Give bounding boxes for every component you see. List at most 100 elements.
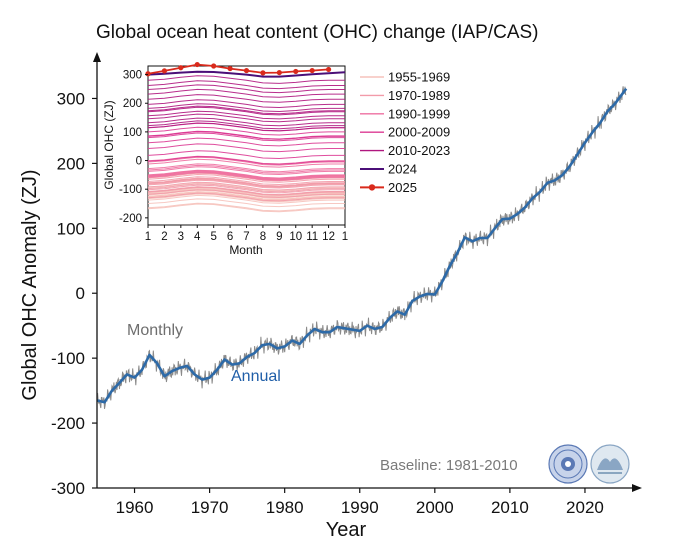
inset-2025-point <box>194 61 200 68</box>
inset-x-tick-label: 7 <box>243 231 249 243</box>
chart-title: Global ocean heat content (OHC) change (… <box>96 22 539 43</box>
inset-x-tick-label: 2 <box>161 231 167 243</box>
inset-year-line <box>147 179 345 189</box>
inset-year-line <box>147 88 345 98</box>
inset-year-line <box>147 166 345 176</box>
inset-year-line <box>147 130 345 140</box>
y-tick-label: -100 <box>51 349 85 368</box>
inset-2025-point <box>325 66 332 73</box>
inset-year-line <box>147 186 345 196</box>
inset-year-line <box>147 122 345 132</box>
inset-year-line <box>147 110 345 120</box>
inset-2025-point <box>276 69 282 76</box>
x-tick-label: 2000 <box>416 498 454 517</box>
inset-year-line <box>147 198 345 208</box>
main-axis-ticks: 1960 1970 1980 1990 2000 2010 2020-300-200-100… <box>51 89 604 517</box>
inset-x-tick-label: 3 <box>178 231 184 243</box>
x-axis-arrow <box>632 484 642 492</box>
inset-year-line <box>147 137 345 147</box>
inset-x-tick-label: 12 <box>322 231 335 243</box>
inset-year-line <box>147 170 345 180</box>
inset-y-tick-label: -200 <box>119 213 142 225</box>
cas-logo <box>548 444 588 484</box>
inset-legend: 1955-1969 1970-1989 1990-1999 2000-2009 2010… <box>360 70 450 195</box>
inset-x-tick-label: 11 <box>306 231 318 243</box>
inset-year-line <box>147 113 345 123</box>
inset-x-tick-label: 1 <box>145 231 151 243</box>
inset-2025-point <box>211 63 217 69</box>
y-tick-label: 200 <box>57 154 85 173</box>
inset-2025-point <box>145 71 151 77</box>
x-tick-label: 2010 <box>491 498 529 517</box>
inset-year-line <box>147 184 345 194</box>
y-tick-label: 100 <box>57 219 85 238</box>
inset-year-line <box>147 158 345 168</box>
inset-year-line <box>147 173 345 183</box>
y-tick-label: -300 <box>51 479 85 498</box>
inset-year-line <box>147 181 345 191</box>
inset-x-tick-label: 5 <box>210 231 216 243</box>
inset-year-line <box>147 106 345 116</box>
inset-year-line <box>147 171 345 181</box>
inset-year-line <box>147 163 345 173</box>
inset-x-tick-label: 10 <box>289 231 302 243</box>
inset-y-tick-label: 0 <box>136 156 142 168</box>
iap-logo <box>590 444 630 484</box>
inset-2025-point <box>227 65 233 72</box>
x-tick-label: 1990 <box>341 498 379 517</box>
inset-year-line <box>147 164 345 174</box>
inset-2025-point <box>293 68 299 75</box>
inset-year-line <box>147 186 345 196</box>
inset-x-tick-label: 1 <box>342 231 348 243</box>
inset-year-line <box>147 178 345 188</box>
inset-y-tick-label: 100 <box>123 127 142 139</box>
inset-x-tick-label: 8 <box>260 231 266 243</box>
inset-2025-point <box>178 65 184 71</box>
monthly-annotation: Monthly <box>127 322 183 339</box>
inset-year-line <box>147 191 345 200</box>
inset-2024-line <box>147 70 346 78</box>
inset-x-label: Month <box>229 243 262 257</box>
inset-year-line <box>147 155 345 165</box>
x-axis-label: Year <box>326 519 367 541</box>
inset-year-line <box>147 176 345 186</box>
inset-year-line <box>147 120 345 130</box>
x-tick-label: 1960 <box>116 498 154 517</box>
inset-year-line <box>147 183 345 193</box>
inset-year-line <box>147 126 345 136</box>
inset-x-tick-label: 6 <box>227 231 233 243</box>
inset-y-tick-label: 300 <box>123 70 142 82</box>
inset-year-line <box>147 203 345 213</box>
inset-year-line <box>147 105 345 115</box>
inset-year-line <box>147 99 345 109</box>
inset-year-line <box>147 117 345 127</box>
inset-2025-point <box>161 68 168 74</box>
inset-year-line <box>147 143 345 153</box>
inset-y-label: Global OHC (ZJ) <box>102 100 116 189</box>
main-plot-lines <box>96 86 628 409</box>
y-tick-label: 0 <box>76 284 85 303</box>
inset-year-line <box>147 192 345 201</box>
inset-2025-point <box>243 67 250 74</box>
inset-year-line <box>147 182 345 192</box>
legend-label: 2010-2023 <box>388 143 450 158</box>
inset-year-line <box>147 192 345 202</box>
x-tick-label: 1980 <box>266 498 304 517</box>
legend-label: 1970-1989 <box>388 88 450 103</box>
inset-year-line <box>147 188 345 198</box>
inset-year-line <box>147 177 345 187</box>
inset-year-line <box>147 75 345 84</box>
x-tick-label: 1970 <box>191 498 229 517</box>
inset-year-line <box>147 202 345 212</box>
main-chart: 1960 1970 1980 1990 2000 2010 2020-300-200-100… <box>51 52 642 517</box>
inset-lines <box>145 61 346 213</box>
inset-y-tick-label: -100 <box>119 184 142 196</box>
legend-marker <box>368 184 376 191</box>
inset-year-line <box>147 80 345 90</box>
inset-y-tick-label: 200 <box>123 98 142 110</box>
inset-year-line <box>147 103 345 113</box>
inset-2025-line <box>147 63 329 75</box>
inset-year-line <box>147 132 345 142</box>
